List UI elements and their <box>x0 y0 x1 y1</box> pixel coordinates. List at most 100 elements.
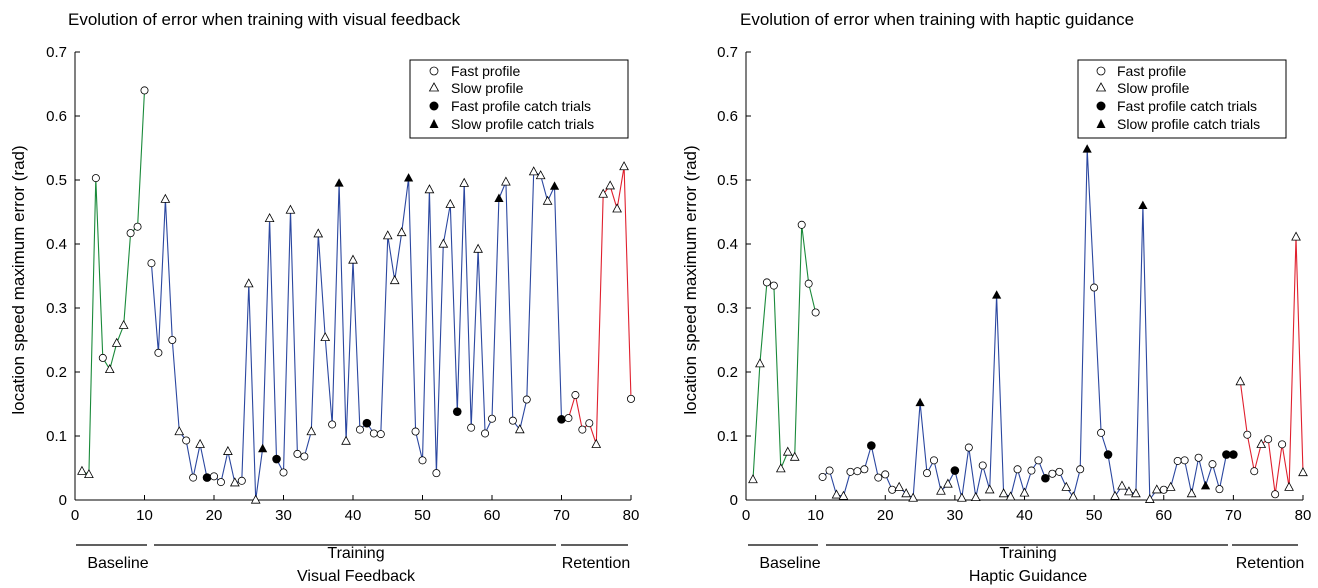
data-point-slow-catch <box>1138 200 1148 209</box>
x-tick-label: 50 <box>414 507 431 524</box>
data-point-fast <box>369 429 378 438</box>
x-tick-label: 40 <box>1016 507 1033 524</box>
x-tick-label: 60 <box>1155 507 1172 524</box>
data-point-fast <box>929 456 938 465</box>
phase-annotations: Baseline Training Visual Feedback Retent… <box>76 544 630 585</box>
data-point-fast <box>853 467 862 476</box>
data-point-slow <box>459 177 470 187</box>
data-point-slow <box>396 227 407 237</box>
data-point-fast <box>1194 453 1203 462</box>
y-tick-label: 0.4 <box>46 236 67 253</box>
legend-slow-marker <box>428 82 440 92</box>
data-point-fast <box>627 394 636 403</box>
legend: Fast profile Slow profile Fast profile c… <box>1077 59 1287 139</box>
data-point-slow <box>542 195 553 205</box>
y-tick-label: 0.3 <box>717 300 738 317</box>
data-point-fast <box>923 469 932 478</box>
data-point-fast <box>769 281 778 290</box>
data-point-fast <box>189 473 198 482</box>
data-point-slow <box>306 426 317 436</box>
data-point-fast <box>564 414 573 423</box>
x-tick-label: 0 <box>742 507 750 524</box>
data-point-slow <box>748 474 758 484</box>
training-sublabel: Visual Feedback <box>297 568 416 585</box>
data-point-slow-catch <box>334 178 344 187</box>
data-point-fast-catch <box>272 454 281 464</box>
data-point-slow <box>348 254 358 264</box>
legend-box <box>1077 59 1287 139</box>
data-point-fast <box>418 456 427 465</box>
data-point-fast <box>1013 465 1022 474</box>
data-point-slow-catch <box>915 397 925 407</box>
data-point-fast <box>300 452 309 461</box>
data-point-slow <box>970 491 981 502</box>
data-point-fast <box>147 259 156 268</box>
data-point-slow <box>535 170 546 180</box>
data-point-slow <box>1117 480 1127 490</box>
data-point-slow <box>514 424 525 434</box>
x-tick-label: 80 <box>623 507 640 524</box>
data-point-slow-catch <box>258 443 268 453</box>
data-point-fast <box>881 470 890 479</box>
data-point-fast-catch <box>867 441 876 450</box>
data-point-fast <box>1208 460 1217 469</box>
data-point-slow <box>1144 493 1155 503</box>
x-tick-label: 20 <box>877 507 894 524</box>
series-line-training <box>822 149 1234 502</box>
data-point-slow <box>382 230 393 240</box>
data-point-fast <box>182 436 191 445</box>
data-point-fast <box>804 279 813 288</box>
data-point-fast <box>432 469 441 478</box>
data-point-slow <box>285 204 296 214</box>
y-tick-label: 0.6 <box>46 108 67 125</box>
data-point-slow <box>612 203 622 213</box>
data-point-slow <box>264 212 275 222</box>
data-point-slow <box>936 485 946 495</box>
data-point-fast <box>1027 466 1036 475</box>
data-point-fast <box>1180 456 1189 465</box>
legend-fast-marker <box>1096 66 1106 76</box>
data-point-fast <box>964 443 973 452</box>
data-point-slow <box>1291 231 1301 241</box>
data-point-slow <box>755 358 765 368</box>
data-point-fast <box>1034 456 1043 465</box>
data-point-slow <box>1068 491 1079 501</box>
data-point-slow <box>1165 481 1176 491</box>
legend-label-slow: Slow profile <box>451 80 524 96</box>
data-point-slow <box>160 193 171 203</box>
data-point-fast-catch <box>362 418 372 428</box>
data-point-slow <box>84 468 94 478</box>
data-point-fast <box>797 220 806 229</box>
data-point-slow <box>1124 486 1134 496</box>
data-point-slow-catch <box>404 173 414 182</box>
x-tick-label: 40 <box>345 507 362 524</box>
data-point-fast <box>154 348 163 357</box>
data-point-fast <box>571 391 580 400</box>
data-point-slow <box>313 228 324 238</box>
data-point-fast <box>1278 440 1287 449</box>
data-point-fast <box>91 174 100 183</box>
legend-label-slow-catch: Slow profile catch trials <box>1117 116 1260 132</box>
data-point-slow-catch <box>1082 144 1092 153</box>
y-tick-label: 0.5 <box>46 172 67 189</box>
data-point-slow <box>619 161 629 171</box>
legend: Fast profile Slow profile Fast profile c… <box>409 59 629 139</box>
data-point-slow <box>424 184 435 194</box>
y-tick-label: 0.4 <box>717 236 738 253</box>
data-point-fast <box>522 395 531 404</box>
x-tick-label: 20 <box>206 507 223 524</box>
data-point-fast <box>293 449 302 458</box>
x-tick-label: 30 <box>275 507 292 524</box>
training-label: Training <box>999 545 1056 562</box>
data-point-slow <box>77 465 87 475</box>
data-point-slow <box>1298 467 1308 477</box>
baseline-label: Baseline <box>759 555 820 572</box>
data-point-slow <box>1131 488 1141 498</box>
data-point-fast <box>467 423 476 432</box>
data-point-fast <box>846 467 855 476</box>
x-tick-label: 60 <box>484 507 501 524</box>
chart-title: Evolution of error when training with ha… <box>740 10 1134 29</box>
data-point-slow <box>789 451 800 461</box>
data-point-fast <box>585 419 594 428</box>
x-tick-label: 50 <box>1086 507 1103 524</box>
